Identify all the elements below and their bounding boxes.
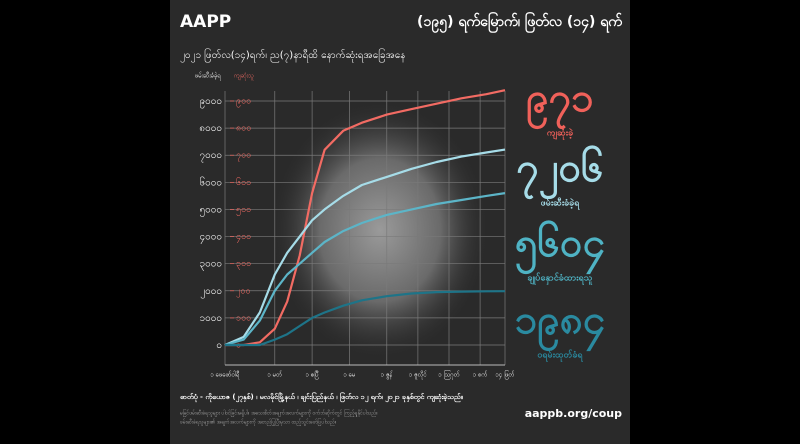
y-tick-label: ၉၀၀၀ [200,96,223,109]
series-line [225,290,506,347]
footnote: ဖမ်းဆီးခံရသူများ၏ အချက်အလက်များကို အတည်ပ… [180,419,337,426]
x-tick-label: ၁ ဖေဖော်ဝါရီ [210,371,241,380]
y2-tick-label: ၁၀၀ [236,313,251,323]
x-tick-label: ၁ ဇူလိုင် [408,371,427,380]
annotation-value: ၉၇၁ [526,75,594,130]
y-tick-label: ၅၀၀၀ [200,204,223,217]
x-tick-label: ၁ မေ [342,372,355,379]
x-tick-label: ၁ ဩဂုတ် [437,370,459,380]
y2-tick-label: ၄၀၀ [236,232,251,243]
y2-tick-label: ၆၀၀ [236,177,251,188]
y2-tick-label: ၃၀၀ [236,259,251,270]
annotation-caption: ဖမ်းဆီးခံခဲ့ရ [541,198,581,211]
chart-subtitle: ၂၀၂၁ ဖြတ်လ(၁၄)ရက်၊ ည(၇)နာရီထိ နောက်ဆုံးရ… [180,47,405,63]
x-tick-label: ၁ ဧပြီ [305,370,320,380]
annotation-caption: ကျဆုံးခဲ့ [547,128,573,141]
y-tick-label: ၁၀၀၀ [200,313,223,324]
annotation-value: ၅၆၀၄ [515,220,605,275]
footnote: မမြင်ဖမ်းဆီးခံရသူများ ပါဝင်ခြင်းမရှိပါ။ … [180,410,378,417]
annotation-value: ၁၉၈၄ [515,297,605,352]
y-tick-label: ၀ [216,340,222,351]
x-tick-label: ၁ ဇွန် [380,371,393,380]
x-tick-label: ၁ မတ် [266,371,282,379]
chart-title: (၁၉၅) ရက်မြောက်၊ ဖြတ်လ (၁၄) ရက် [417,12,623,33]
x-tick-label: ၁ စက် [472,371,488,379]
y2-tick-label: ၂၀၀ [236,286,251,297]
y-axis-label: ဖမ်းဆီးခံခဲ့ရ [195,72,221,81]
y-tick-label: ၈၀၀၀ [199,123,222,134]
annotation-caption: ချုပ်နှောင်ခံထားရသူ [528,273,593,286]
y-tick-label: ၇၀၀၀ [200,150,223,163]
y-tick-label: ၆၀၀၀ [200,175,223,188]
portrait [270,100,490,360]
y2-tick-label: ၇၀၀ [236,151,251,162]
source: ဓာတ်ပုံ - ကိုယောဇ (၂၇နှစ်) ၊ မလမိုင်မြို… [180,392,463,403]
annotation-value: ၇၂၀၆ [516,145,603,200]
annotation-caption: ဝရမ်းထုတ်ခံရ [537,350,583,363]
y2-tick-label: ၅၀၀ [236,205,251,216]
series-line [225,89,506,347]
url: aappb.org/coup [525,407,622,420]
x-tick-label: ၁၄ ဖြတ် [495,370,515,380]
series-line [224,148,506,347]
brand: AAPP [180,12,231,32]
y-tick-label: ၃၀၀၀ [200,259,223,272]
series-line [224,192,506,347]
y2-axis-label: ကျဆုံးသူ [234,73,254,81]
y2-tick-label: ၉၀၀ [236,97,251,108]
y2-tick-label: ၈၀၀ [236,124,251,134]
y-tick-label: ၂၀၀၀ [200,286,222,299]
y-tick-label: ၄၀၀၀ [200,232,223,245]
